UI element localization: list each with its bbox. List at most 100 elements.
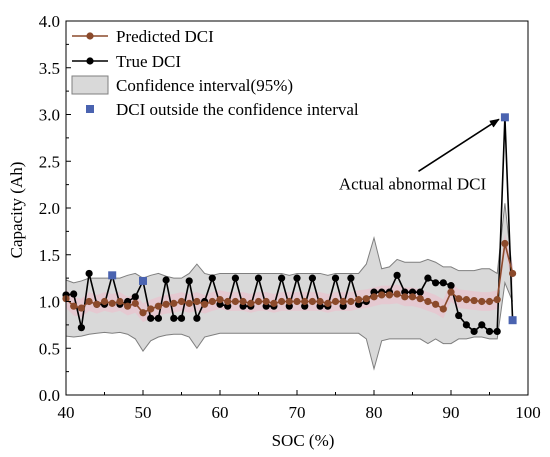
predicted-dci-point (393, 290, 401, 298)
predicted-dci-point (408, 293, 417, 301)
true-dci-point (170, 314, 178, 322)
predicted-dci-series (62, 239, 517, 317)
predicted-dci-point (254, 297, 263, 306)
true-dci-point (147, 314, 155, 322)
y-tick-label: 4.0 (39, 12, 60, 31)
y-tick-label: 1.0 (39, 293, 60, 312)
legend-true-label: True DCI (116, 52, 181, 71)
legend-outside-marker (86, 105, 94, 113)
predicted-dci-point (116, 297, 124, 306)
predicted-dci-point (301, 297, 309, 306)
x-axis-ticks: 40 50 60 70 80 90 100 (58, 390, 541, 422)
true-dci-point (455, 311, 463, 320)
true-dci-point (331, 274, 340, 282)
true-dci-point (493, 327, 501, 336)
predicted-dci-point (139, 309, 147, 317)
true-dci-point (416, 288, 424, 296)
pink-band (66, 234, 513, 323)
true-dci-point (485, 327, 494, 336)
annotation: Actual abnormal DCI (339, 118, 500, 193)
x-tick-label: 90 (443, 403, 460, 422)
predicted-dci-point (362, 295, 370, 303)
predicted-dci-point (239, 297, 247, 306)
predicted-dci-point (478, 297, 486, 306)
predicted-dci-point (470, 296, 478, 305)
predicted-dci-point (224, 297, 232, 306)
y-tick-label: 2.5 (39, 152, 60, 171)
predicted-dci-point (262, 297, 270, 306)
legend-ci-swatch (71, 75, 109, 95)
x-tick-label: 80 (366, 403, 383, 422)
predicted-dci-point (108, 299, 116, 307)
x-tick-label: 50 (135, 403, 152, 422)
true-dci-point (162, 276, 170, 284)
true-dci-point (278, 274, 286, 282)
confidence-band (65, 203, 514, 371)
predicted-dci-point (70, 302, 78, 310)
predicted-dci-point (455, 295, 463, 303)
predicted-dci-point (162, 300, 170, 308)
y-tick-label: 3.0 (39, 106, 60, 125)
true-dci-point (70, 290, 78, 298)
annotation-text: Actual abnormal DCI (339, 174, 487, 193)
outside-point (108, 271, 117, 280)
predicted-dci-point (131, 299, 139, 307)
pink-band-fill (66, 234, 513, 323)
true-dci-point (231, 274, 239, 282)
outside-points-series (108, 113, 517, 325)
x-tick-label: 100 (515, 403, 541, 422)
true-dci-point (208, 274, 216, 282)
predicted-dci-point (416, 295, 424, 303)
predicted-dci-point (378, 291, 386, 299)
y-tick-label: 3.5 (39, 59, 60, 78)
true-dci-point (432, 279, 440, 287)
y-tick-label: 1.5 (39, 246, 60, 265)
predicted-dci-point (462, 296, 470, 304)
predicted-dci-point (231, 297, 239, 306)
predicted-dci-point (508, 269, 517, 278)
predicted-dci-point (439, 305, 447, 313)
predicted-dci-point (370, 293, 378, 301)
ci-upper-edge (65, 203, 514, 284)
predicted-dci-point (447, 288, 455, 296)
predicted-dci-point (493, 296, 501, 304)
predicted-dci-point (432, 300, 440, 308)
true-dci-point (131, 293, 139, 301)
true-dci-point (185, 277, 193, 285)
predicted-dci-point (208, 297, 216, 306)
predicted-dci-point (193, 297, 201, 306)
true-dci-point (478, 321, 486, 329)
outside-point (508, 316, 517, 325)
predicted-dci-point (247, 299, 255, 307)
true-dci-point (193, 314, 201, 322)
predicted-dci-point (285, 297, 293, 306)
predicted-dci-point (185, 299, 193, 307)
true-dci-point (154, 314, 162, 322)
outside-point (500, 113, 509, 122)
true-dci-point (470, 327, 478, 336)
true-dci-point (424, 274, 432, 282)
predicted-dci-point (154, 302, 162, 310)
predicted-dci-point (124, 302, 132, 310)
true-dci-point (462, 321, 470, 329)
predicted-dci-point (331, 297, 340, 306)
true-dci-point (439, 279, 447, 287)
legend-outside-label: DCI outside the confidence interval (116, 100, 359, 119)
predicted-dci-point (485, 297, 494, 306)
legend-predicted-label: Predicted DCI (116, 27, 214, 46)
x-tick-label: 60 (212, 403, 229, 422)
predicted-dci-point (385, 291, 393, 299)
y-axis-label: Capacity (Ah) (7, 162, 26, 259)
predicted-dci-point (401, 293, 409, 301)
x-tick-label: 70 (289, 403, 306, 422)
predicted-dci-point (85, 297, 93, 306)
legend: Predicted DCI True DCI Confidence interv… (71, 27, 359, 119)
true-dci-point (393, 271, 401, 279)
predicted-dci-point (100, 297, 109, 306)
predicted-dci-point (201, 300, 209, 308)
true-dci-point (85, 269, 93, 278)
predicted-dci-point (177, 297, 186, 306)
true-dci-point (254, 274, 263, 282)
